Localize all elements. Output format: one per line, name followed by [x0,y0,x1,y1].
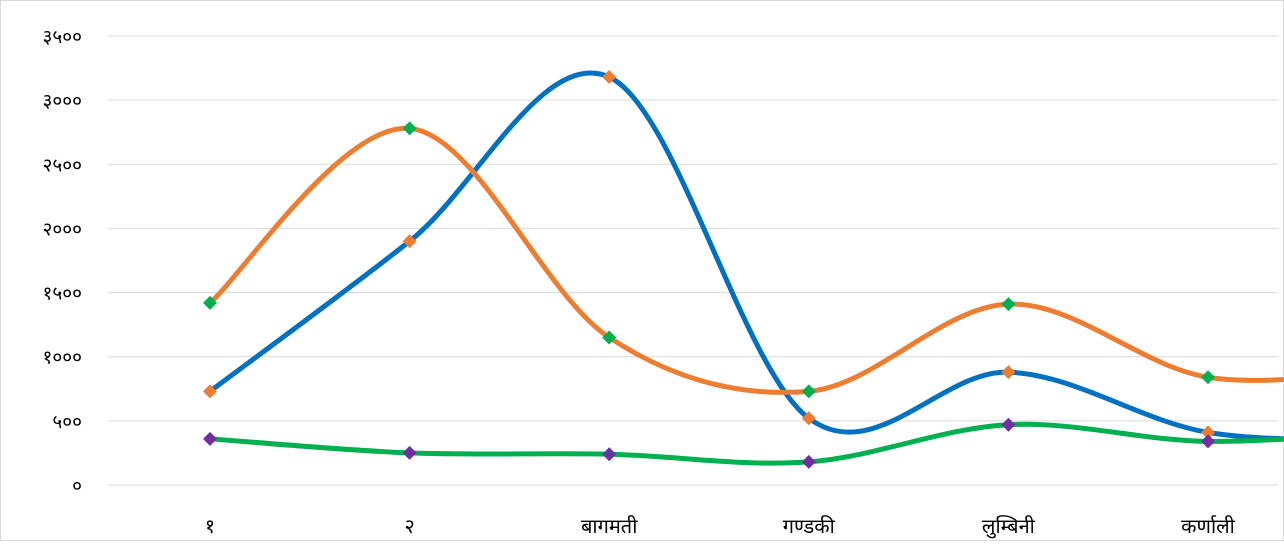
data-point-series-3 [203,431,217,446]
data-point-series-1 [602,70,617,85]
data-point-series-2 [602,330,617,345]
data-point-series-2 [203,295,217,310]
data-point-series-1 [1201,425,1215,440]
x-tick-label: लुम्बिनी [982,514,1036,539]
y-tick-label: २००० [42,218,82,240]
data-point-series-3 [1001,417,1016,432]
x-tick-label: २ [404,514,414,538]
data-point-series-1 [801,411,816,426]
data-point-series-3 [1201,434,1215,449]
y-tick-label: १५०० [42,283,82,305]
data-point-series-3 [801,454,816,469]
series-markers [203,70,1215,469]
data-point-series-1 [203,384,217,399]
x-tick-label: १ [205,514,215,538]
y-tick-label: २५०० [42,154,82,176]
y-tick-label: ० [72,475,82,497]
data-point-series-3 [402,445,417,460]
y-tick-label: ५०० [52,411,82,433]
y-tick-label: ३५०० [42,26,82,48]
x-tick-label: गण्डकी [783,514,836,538]
x-tick-label: बागमती [581,514,638,538]
data-point-series-1 [1001,365,1016,380]
data-point-series-2 [402,121,417,136]
y-tick-label: १००० [42,347,82,369]
tick-labels: ० ५०० १००० १५०० २००० २५०० ३००० ३५०० १ २ बागमती गण्ड… [42,26,1235,539]
gridlines [108,35,1278,422]
data-point-series-2 [801,384,816,399]
data-point-series-2 [1201,370,1215,385]
data-point-series-1 [402,234,417,249]
y-tick-label: ३००० [42,90,82,112]
data-point-series-2 [1001,297,1016,312]
x-tick-label: कर्णाली [1181,514,1236,538]
data-point-series-3 [602,447,617,462]
